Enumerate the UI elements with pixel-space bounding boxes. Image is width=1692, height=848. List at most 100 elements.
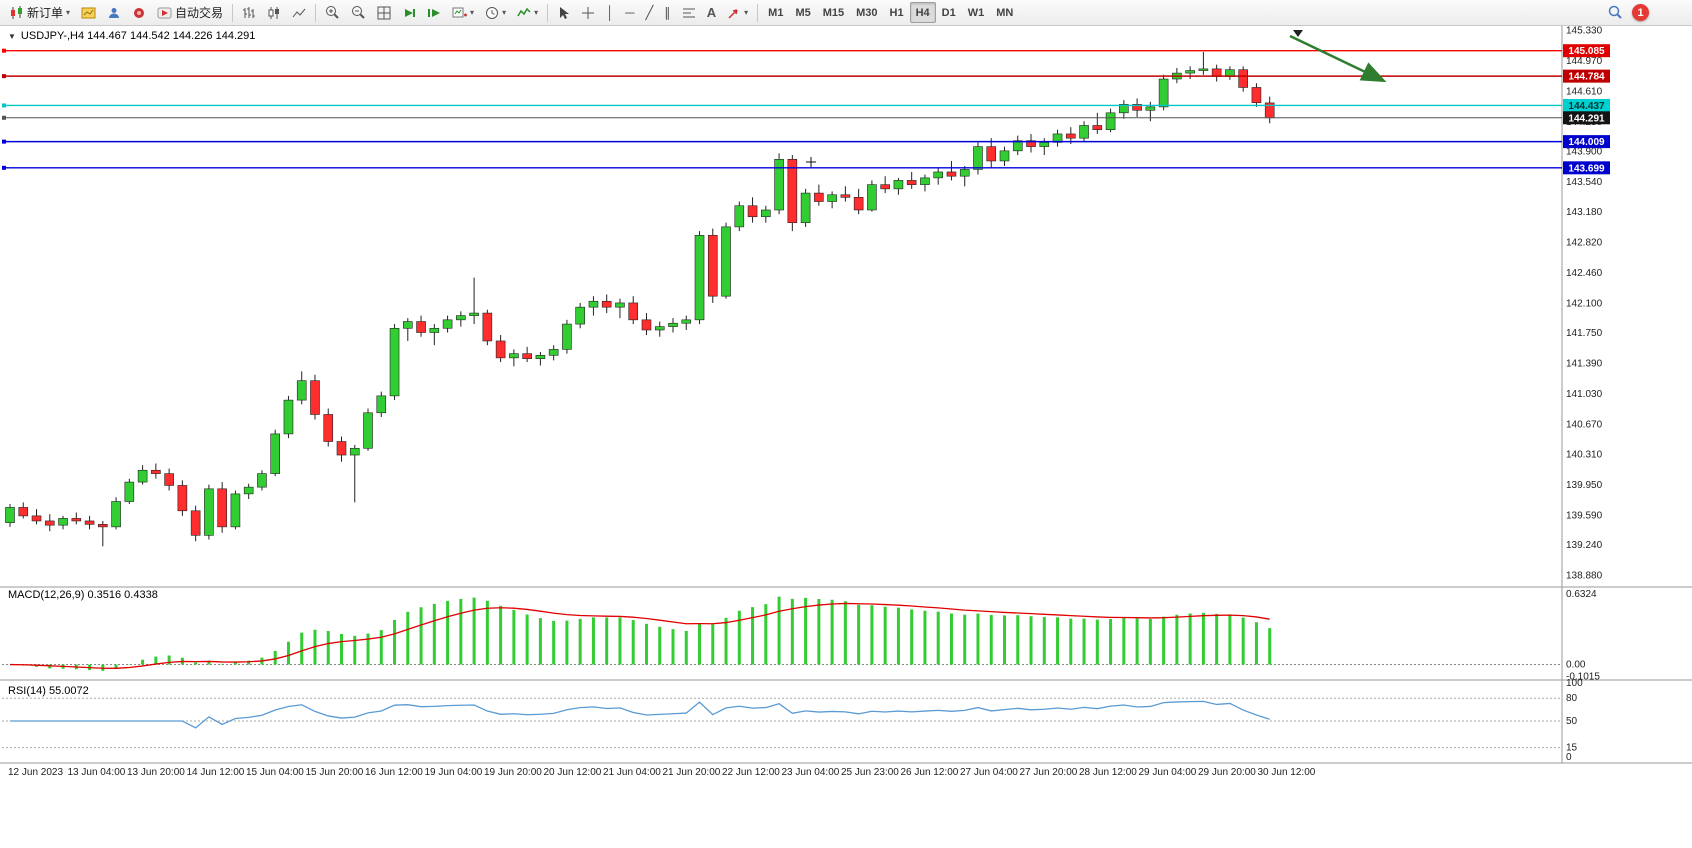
timeframe-button-m30[interactable]: M30 [856, 6, 878, 19]
horizontal-line-button[interactable]: ─ [620, 2, 639, 23]
time-axis-label: 20 Jun 12:00 [544, 767, 602, 778]
channel-button[interactable]: ∥ [659, 2, 676, 23]
time-axis-label: 21 Jun 04:00 [603, 767, 661, 778]
cursor-button[interactable] [552, 2, 575, 23]
price-scale-label: 140.670 [1566, 419, 1603, 430]
time-axis-label: 29 Jun 20:00 [1198, 767, 1256, 778]
chart-canvas[interactable]: 145.330144.970144.610144.250143.900143.5… [0, 26, 1692, 848]
text-tool-button[interactable]: A [702, 2, 721, 23]
timeframe-button-m1[interactable]: M1 [768, 6, 784, 19]
time-axis-label: 28 Jun 12:00 [1079, 767, 1137, 778]
line-chart-button[interactable] [287, 2, 311, 23]
candlestick-chart-button[interactable] [262, 2, 286, 23]
price-badge-label: 144.784 [1568, 72, 1605, 83]
auto-scroll-button[interactable] [397, 2, 421, 23]
rsi-scale-label: 80 [1566, 693, 1578, 704]
timeframe-button-w1[interactable]: W1 [967, 6, 985, 19]
chart-icon [81, 6, 96, 20]
candlestick-series[interactable] [5, 51, 1275, 547]
arrows-tool-button[interactable]: ▾ [722, 2, 753, 23]
channel-icon: ∥ [664, 5, 671, 20]
cursor-icon [557, 6, 570, 20]
price-badge [1563, 69, 1610, 83]
indicators-button[interactable]: ▾ [512, 2, 543, 23]
trend-arrow-annotation[interactable] [1289, 34, 1387, 83]
timeframe-button-d1[interactable]: D1 [941, 6, 956, 19]
clock-icon [485, 6, 499, 20]
chevron-down-icon: ▾ [534, 8, 539, 17]
tile-windows-button[interactable] [372, 2, 396, 23]
timeframe-button-m5[interactable]: M5 [795, 6, 811, 19]
timeframe-button-mn[interactable]: MN [996, 6, 1014, 19]
search-icon [1608, 5, 1623, 20]
chart-title-text: USDJPY-,H4 144.467 144.542 144.226 144.2… [20, 30, 256, 42]
toolbar-separator [232, 3, 234, 22]
time-axis-label: 29 Jun 04:00 [1139, 767, 1197, 778]
charts-button[interactable] [76, 2, 101, 23]
macd-scale-label: -0.1015 [1566, 672, 1600, 683]
notification-badge[interactable]: 1 [1632, 4, 1649, 21]
price-scale-label: 144.970 [1566, 56, 1603, 67]
toolbar-separator [757, 3, 759, 22]
autotrading-button[interactable]: 自动交易 [152, 2, 228, 23]
time-axis-label: 13 Jun 04:00 [68, 767, 126, 778]
period-button[interactable]: ▾ [480, 2, 511, 23]
price-badge-label: 144.437 [1568, 101, 1605, 112]
price-badge [1563, 44, 1610, 58]
chart-shift-icon [427, 6, 441, 20]
price-scale-label: 142.100 [1566, 298, 1603, 309]
timeframe-button-m15[interactable]: M15 [822, 6, 845, 19]
crosshair-button[interactable] [576, 2, 600, 23]
new-chart-icon [452, 6, 468, 20]
trendline-button[interactable]: ╱ [640, 2, 658, 23]
vertical-line-button[interactable]: │ [601, 2, 619, 23]
new-order-label: 新订单 [27, 6, 64, 20]
price-scale-label: 139.590 [1566, 511, 1603, 522]
timeframe-button-h4[interactable]: H4 [909, 2, 936, 23]
level-line-handle[interactable] [2, 48, 6, 53]
toolbar: 新订单 ▾ 自动交易 ▾ ▾ [0, 0, 1692, 26]
zoom-in-button[interactable] [320, 2, 345, 23]
bar-chart-icon [242, 6, 256, 20]
timeframe-toolbar: M1 M5 M15 M30 H1 H4 D1 W1 MN [762, 2, 1019, 23]
profiles-button[interactable] [102, 2, 126, 23]
time-axis-label: 15 Jun 20:00 [306, 767, 364, 778]
chart-shift-button[interactable] [422, 2, 446, 23]
time-axis-label: 19 Jun 04:00 [425, 767, 483, 778]
chart-shift-marker[interactable] [1293, 30, 1303, 37]
price-scale-label: 145.330 [1566, 26, 1603, 37]
level-line-handle[interactable] [2, 103, 6, 108]
autotrading-label: 自动交易 [175, 6, 224, 20]
vertical-line-icon: │ [606, 5, 615, 20]
candlestick-icon [267, 6, 281, 20]
level-line-handle[interactable] [2, 74, 6, 79]
price-scale-label: 139.950 [1566, 480, 1603, 491]
trendline-icon: ╱ [645, 5, 654, 20]
price-scale-label: 144.610 [1566, 86, 1603, 97]
new-chart-button[interactable]: ▾ [447, 2, 479, 23]
alerts-button[interactable] [127, 2, 151, 23]
new-order-button[interactable]: 新订单 ▾ [4, 2, 75, 23]
rsi-scale-label: 15 [1566, 743, 1578, 754]
bar-chart-button[interactable] [237, 2, 261, 23]
timeframe-button-h1[interactable]: H1 [889, 6, 904, 19]
zoom-out-button[interactable] [346, 2, 371, 23]
price-scale-label: 139.240 [1566, 540, 1603, 551]
price-scale-label: 143.540 [1566, 177, 1603, 188]
arrow-tool-icon [727, 6, 741, 20]
chevron-down-icon: ▾ [470, 8, 475, 17]
macd-histogram [21, 596, 1272, 671]
level-line-handle[interactable] [2, 139, 6, 144]
price-scale-label: 140.310 [1566, 450, 1603, 461]
chart-title: ▼ USDJPY-,H4 144.467 144.542 144.226 144… [8, 30, 255, 42]
price-badge-label: 143.699 [1568, 163, 1605, 174]
search-button[interactable] [1603, 2, 1628, 23]
level-line-handle[interactable] [2, 115, 6, 120]
zoom-out-icon [351, 5, 366, 20]
one-click-trading-collapse-icon[interactable]: ▼ [8, 31, 16, 41]
price-scale-label: 143.900 [1566, 146, 1603, 157]
chevron-down-icon: ▾ [66, 8, 71, 17]
fibonacci-button[interactable] [677, 2, 701, 23]
time-axis-label: 15 Jun 04:00 [246, 767, 304, 778]
level-line-handle[interactable] [2, 165, 6, 170]
